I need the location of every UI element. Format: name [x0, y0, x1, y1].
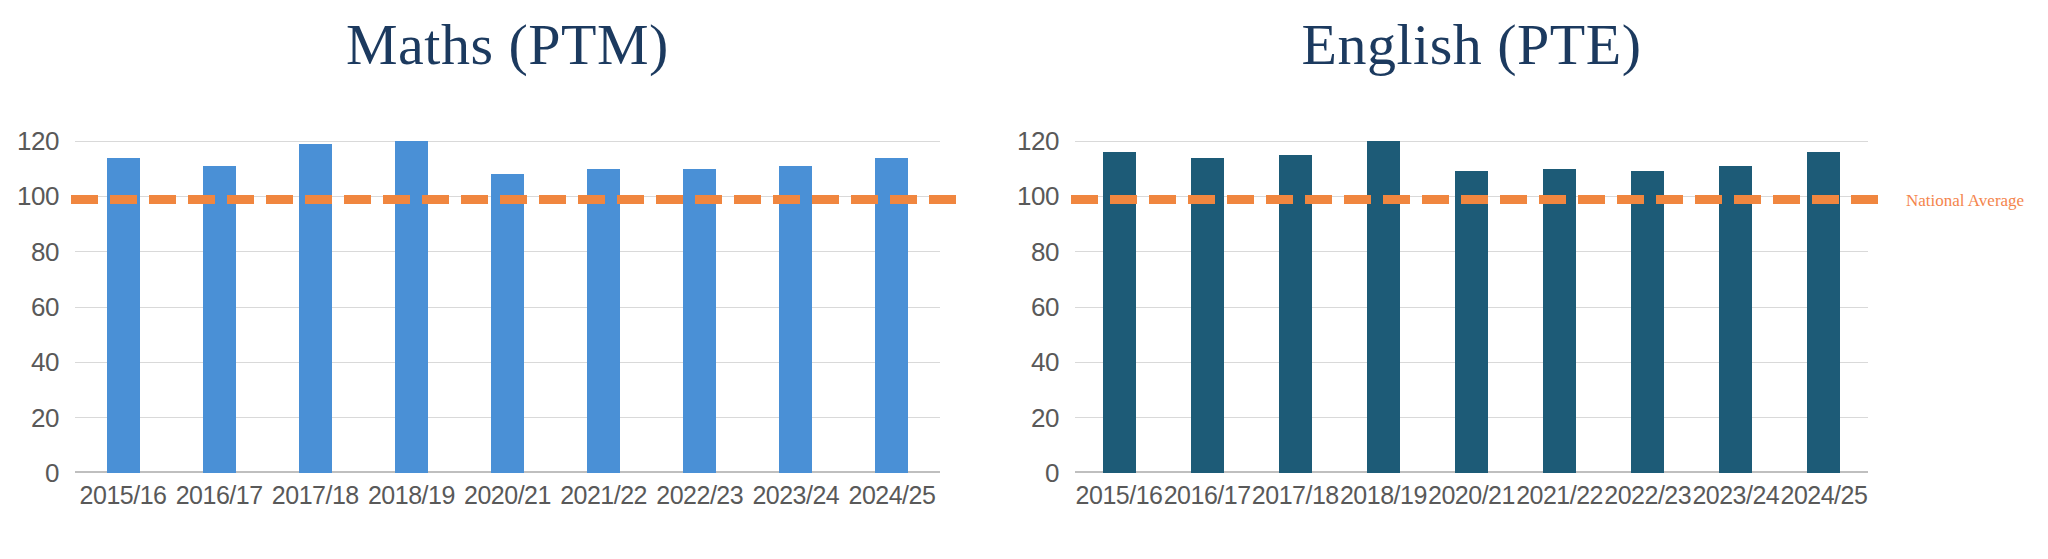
bar-cell	[1075, 141, 1163, 473]
x-tick-label: 2021/22	[1516, 481, 1604, 510]
bar-2020/21	[1455, 171, 1488, 473]
bar-2023/24	[779, 166, 812, 473]
bar-cell	[1604, 141, 1692, 473]
bar-2023/24	[1719, 166, 1752, 473]
bar-2018/19	[395, 141, 428, 473]
x-tick-label: 2016/17	[1163, 481, 1251, 510]
bar-2021/22	[587, 169, 620, 473]
bar-cell	[652, 141, 748, 473]
y-tick-label: 120	[17, 128, 59, 154]
x-tick-label: 2024/25	[844, 481, 940, 510]
x-tick-label: 2018/19	[363, 481, 459, 510]
x-tick-label: 2022/23	[1604, 481, 1692, 510]
y-tick-label: 0	[45, 460, 59, 486]
bar-2016/17	[203, 166, 236, 473]
x-tick-label: 2020/21	[459, 481, 555, 510]
bar-cell	[75, 141, 171, 473]
plot-area	[75, 141, 940, 473]
x-tick-label: 2016/17	[171, 481, 267, 510]
x-tick-label: 2015/16	[1075, 481, 1163, 510]
y-tick-label: 100	[17, 183, 59, 209]
y-tick-label: 100	[1017, 183, 1059, 209]
maths-ptm-chart: Maths (PTM) 0 20 40 60 80 100 120 2015/162016/…	[20, 0, 980, 559]
chart-title-maths: Maths (PTM)	[75, 12, 940, 79]
bar-cell	[459, 141, 555, 473]
x-tick-label: 2018/19	[1339, 481, 1427, 510]
bar-2018/19	[1367, 141, 1400, 473]
national-average-line	[71, 195, 962, 204]
y-tick-label: 40	[1031, 349, 1059, 375]
x-axis-labels: 2015/162016/172017/182018/192020/212021/…	[1075, 481, 1868, 510]
x-tick-label: 2020/21	[1427, 481, 1515, 510]
report-charts-canvas: Maths (PTM) 020406080100120 2015/162016/…	[0, 0, 2048, 559]
bar-2016/17	[1191, 158, 1224, 473]
x-tick-label: 2023/24	[1692, 481, 1780, 510]
bar-2024/25	[875, 158, 908, 473]
bar-cell	[1339, 141, 1427, 473]
y-tick-label: 80	[31, 239, 59, 265]
y-tick-label: 60	[31, 294, 59, 320]
bar-series	[75, 141, 940, 473]
bar-cell	[1692, 141, 1780, 473]
bar-cell	[1163, 141, 1251, 473]
x-axis-labels: 2015/162016/172017/182018/192020/212021/…	[75, 481, 940, 510]
chart-title-english: English (PTE)	[1075, 12, 1868, 79]
x-tick-label: 2021/22	[556, 481, 652, 510]
x-tick-label: 2024/25	[1780, 481, 1868, 510]
y-axis-labels: 020406080100120	[1040, 141, 1059, 473]
y-tick-label: 60	[1031, 294, 1059, 320]
x-tick-label: 2023/24	[748, 481, 844, 510]
bar-cell	[171, 141, 267, 473]
national-average-label: National Average	[1906, 191, 2024, 211]
english-pte-chart: English (PTE) 020406080100120 2015/16201…	[1040, 0, 1910, 559]
bar-series	[1075, 141, 1868, 473]
bar-cell	[363, 141, 459, 473]
bar-cell	[1780, 141, 1868, 473]
y-tick-label: 40	[31, 349, 59, 375]
bar-2022/23	[683, 169, 716, 473]
bar-2022/23	[1631, 171, 1664, 473]
national-average-line	[1071, 195, 1890, 204]
plot-area	[1075, 141, 1868, 473]
bar-2021/22	[1543, 169, 1576, 473]
bar-cell	[267, 141, 363, 473]
bar-2020/21	[491, 174, 524, 473]
bar-cell	[1516, 141, 1604, 473]
x-tick-label: 2017/18	[1251, 481, 1339, 510]
y-axis-labels: 020406080100120	[20, 141, 59, 473]
y-tick-label: 0	[1045, 460, 1059, 486]
y-tick-label: 20	[1031, 405, 1059, 431]
y-tick-label: 20	[31, 405, 59, 431]
bar-cell	[556, 141, 652, 473]
bar-cell	[748, 141, 844, 473]
x-tick-label: 2017/18	[267, 481, 363, 510]
x-tick-label: 2022/23	[652, 481, 748, 510]
y-tick-label: 80	[1031, 239, 1059, 265]
bar-cell	[844, 141, 940, 473]
bar-2017/18	[299, 144, 332, 473]
y-tick-label: 120	[1017, 128, 1059, 154]
bar-cell	[1251, 141, 1339, 473]
bar-2015/16	[107, 158, 140, 473]
x-tick-label: 2015/16	[75, 481, 171, 510]
bar-cell	[1427, 141, 1515, 473]
